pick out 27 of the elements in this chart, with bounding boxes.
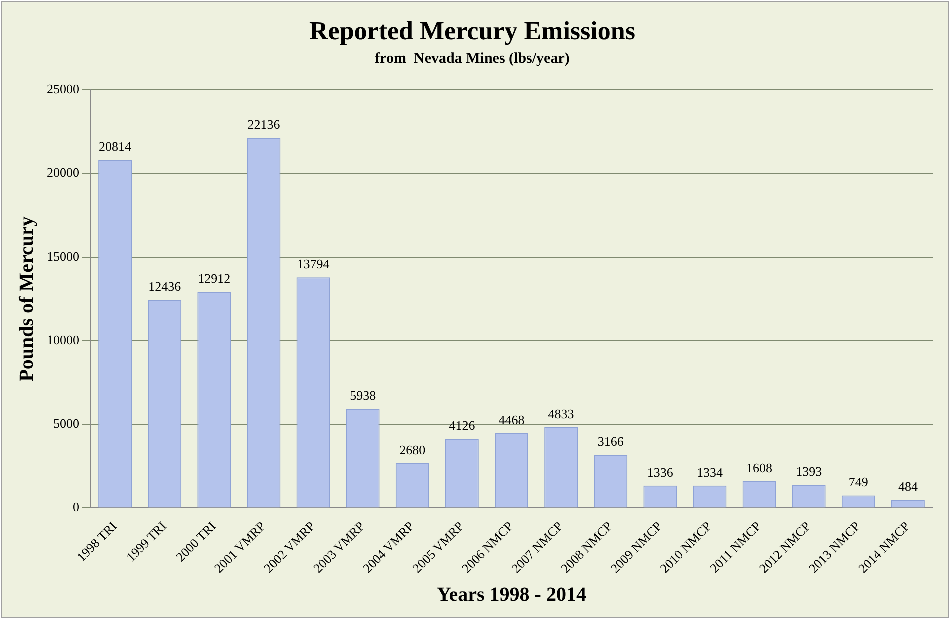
chart-subtitle: from Nevada Mines (lbs/year) — [375, 51, 570, 68]
data-label: 2680 — [400, 442, 426, 458]
data-label: 4833 — [548, 406, 574, 422]
y-tick-label: 5000 — [54, 416, 80, 432]
data-label: 13794 — [297, 256, 330, 272]
data-label: 749 — [848, 474, 868, 490]
data-label: 1608 — [746, 460, 773, 476]
data-label: 5938 — [350, 388, 376, 403]
x-axis-title: Years 1998 - 2014 — [437, 584, 586, 606]
data-label: 3166 — [598, 434, 624, 450]
y-tick-label: 25000 — [47, 82, 80, 97]
data-label: 22136 — [248, 117, 281, 132]
data-label: 20814 — [99, 139, 132, 154]
data-label: 1336 — [647, 464, 674, 480]
data-label: 12436 — [148, 279, 182, 294]
data-label: 4468 — [498, 412, 525, 428]
data-label: 12912 — [198, 271, 231, 286]
data-label: 1393 — [796, 464, 822, 479]
chart-title: Reported Mercury Emissions — [310, 16, 636, 46]
data-label: 484 — [898, 479, 918, 494]
data-label: 4126 — [449, 418, 476, 434]
data-label: 1334 — [696, 464, 724, 480]
y-tick-label: 15000 — [47, 248, 80, 264]
y-tick-label: 10000 — [47, 332, 80, 348]
y-tick-label: 0 — [73, 500, 80, 515]
y-axis-title: Pounds of Mercury — [16, 216, 38, 382]
y-tick-label: 20000 — [47, 165, 80, 180]
